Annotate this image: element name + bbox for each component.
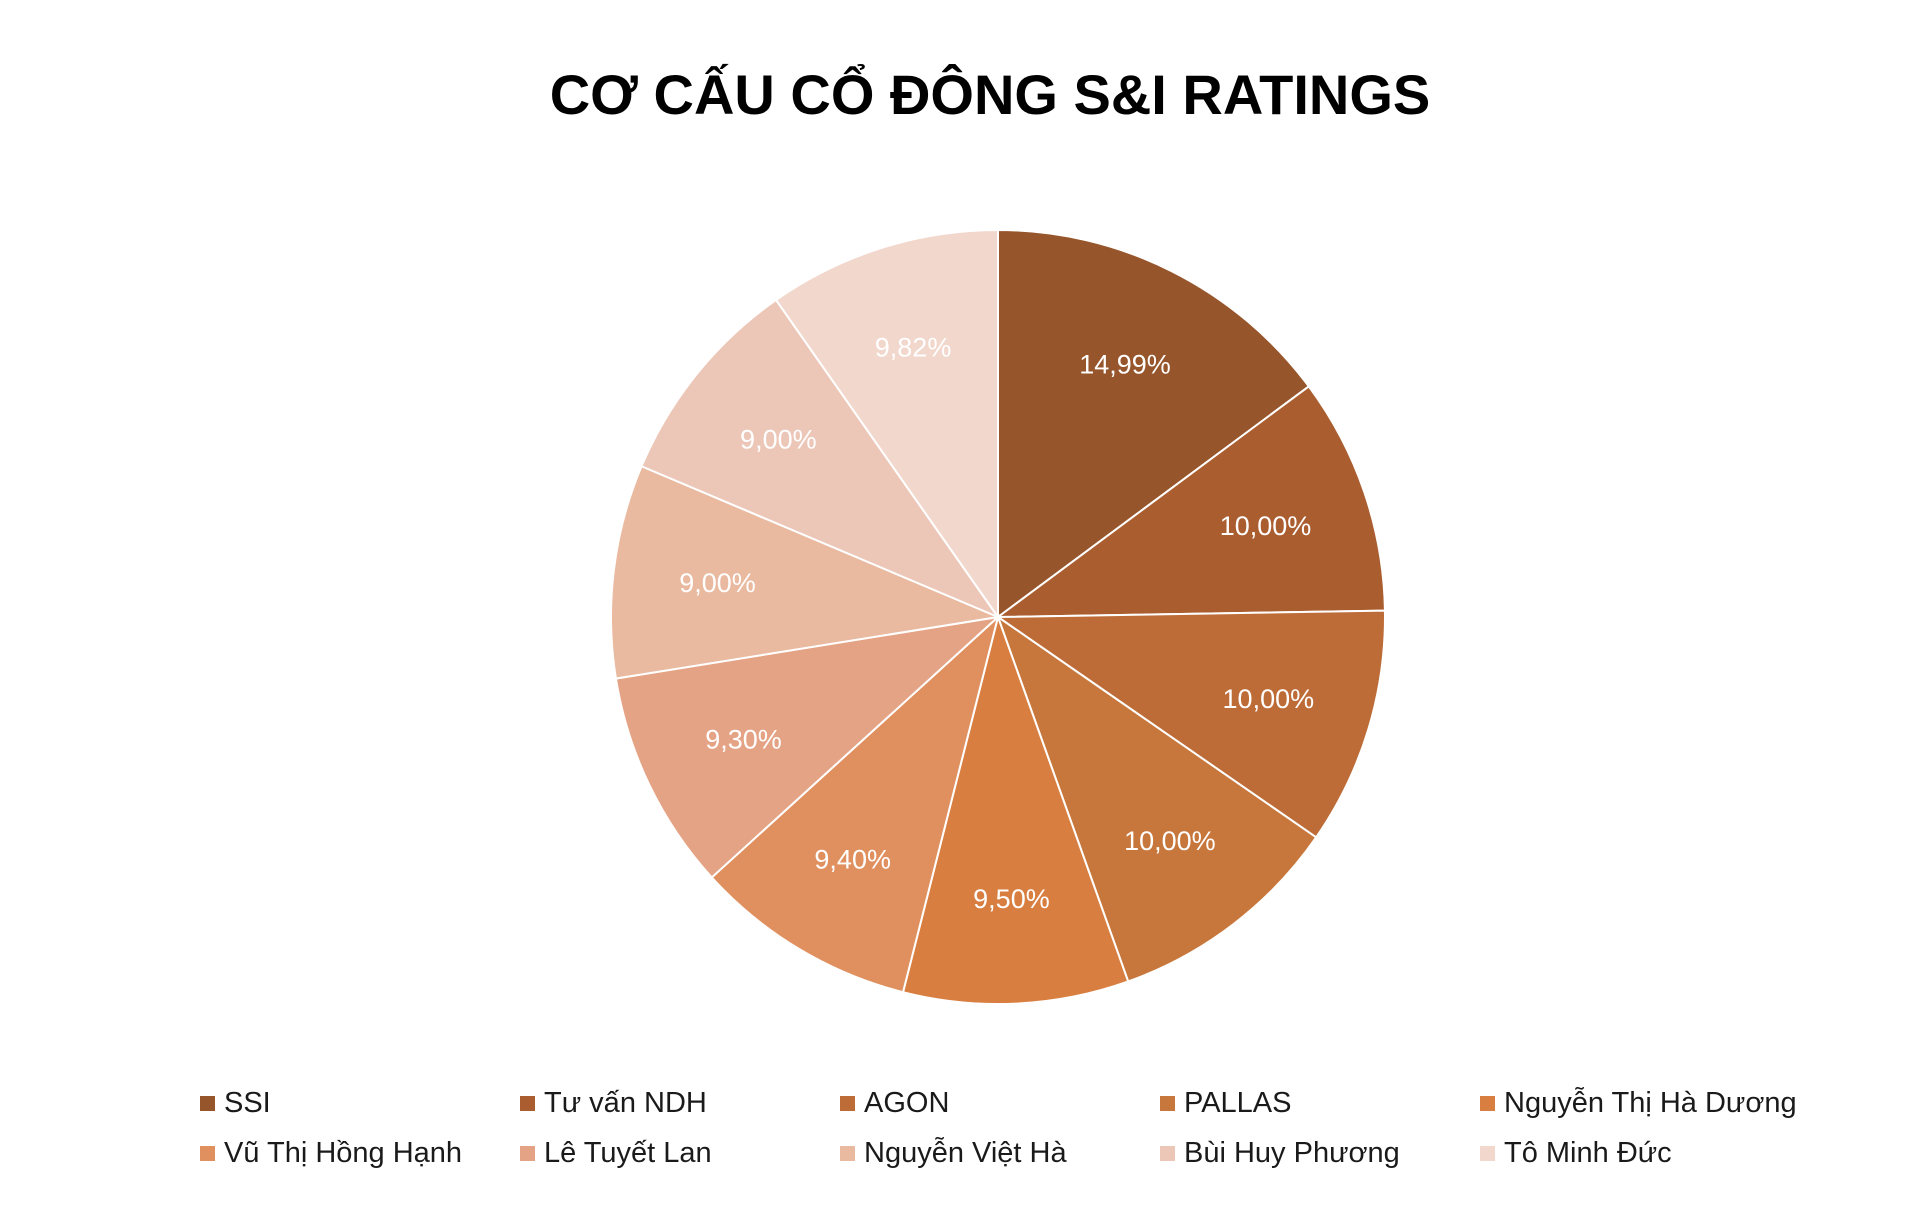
data-label-7: 9,30% (705, 725, 782, 755)
data-label-10: 9,82% (875, 333, 952, 363)
legend-label: Tư vấn NDH (544, 1086, 707, 1119)
legend-item-1: SSI (200, 1085, 520, 1121)
pie-slice-2 (994, 384, 1386, 619)
legend-label: Tô Minh Đức (1504, 1136, 1672, 1169)
legend-swatch (1480, 1095, 1495, 1111)
legend-label: Nguyễn Thị Hà Dương (1504, 1086, 1797, 1119)
legend-label: Nguyễn Việt Hà (864, 1136, 1067, 1169)
legend-item-3: AGON (840, 1085, 1160, 1121)
pie-slice-8 (610, 464, 1002, 680)
legend-swatch (840, 1145, 855, 1161)
legend-item-9: Bùi Huy Phương (1160, 1135, 1480, 1171)
legend-swatch (1160, 1145, 1175, 1161)
data-label-2: 10,00% (1220, 511, 1312, 541)
legend-item-4: PALLAS (1160, 1085, 1480, 1121)
pie-data-labels: 14,99% 10,00% 10,00% 10,00% 9,50% 9,40% 9,30% 9… (679, 333, 1314, 915)
pie-slice-6 (710, 614, 1000, 994)
legend-item-2: Tư vấn NDH (520, 1085, 840, 1121)
legend-item-8: Nguyễn Việt Hà (840, 1135, 1160, 1171)
pie-slice-9 (640, 298, 1001, 620)
pie-slice-10 (774, 228, 999, 621)
legend-swatch (1480, 1145, 1495, 1161)
legend-label: PALLAS (1184, 1086, 1292, 1119)
data-label-4: 10,00% (1124, 826, 1216, 856)
legend-label: Bùi Huy Phương (1184, 1136, 1400, 1169)
data-label-9: 9,00% (740, 424, 817, 454)
legend-swatch (520, 1145, 535, 1161)
pie-slice-5 (901, 613, 1130, 1005)
legend-swatch (520, 1095, 535, 1111)
legend-label: AGON (864, 1086, 950, 1119)
data-label-1: 14,99% (1079, 350, 1171, 380)
legend-item-5: Nguyễn Thị Hà Dương (1480, 1085, 1840, 1121)
pie-slice-4 (996, 614, 1318, 983)
legend-swatch (200, 1095, 215, 1111)
legend-swatch (840, 1095, 855, 1111)
legend-item-7: Lê Tuyết Lan (520, 1135, 840, 1171)
data-label-6: 9,40% (814, 844, 891, 874)
data-label-5: 9,50% (973, 884, 1050, 914)
legend-item-10: Tô Minh Đức (1480, 1135, 1840, 1171)
legend-label: Lê Tuyết Lan (544, 1136, 712, 1169)
legend-swatch (1160, 1095, 1175, 1111)
pie-slice-3 (994, 609, 1386, 839)
pie-slices (610, 228, 1386, 1005)
legend-swatch (200, 1145, 215, 1161)
legend-label: Vũ Thị Hồng Hạnh (224, 1136, 463, 1169)
pie-slice-1 (997, 228, 1311, 619)
data-label-8: 9,00% (679, 568, 756, 598)
pie-slice-7 (614, 615, 1002, 879)
chart-title: CƠ CẤU CỔ ĐÔNG S&I RATINGS (549, 63, 1431, 126)
data-label-3: 10,00% (1223, 684, 1315, 714)
legend: SSI Tư vấn NDH AGON PALLAS Nguyễn Thị Hà Dươ… (200, 1085, 1840, 1171)
legend-label: SSI (224, 1086, 271, 1119)
legend-item-6: Vũ Thị Hồng Hạnh (200, 1135, 520, 1171)
